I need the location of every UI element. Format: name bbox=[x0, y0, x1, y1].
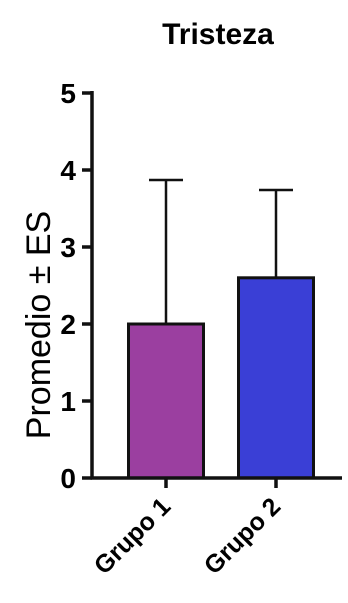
y-tick-label-3: 3 bbox=[60, 232, 76, 263]
y-tick-label-0: 0 bbox=[60, 463, 76, 494]
bar-2 bbox=[237, 276, 315, 480]
x-tick-label-2: Grupo 2 bbox=[199, 492, 287, 580]
y-axis-label: Promedio ± ES bbox=[20, 211, 58, 439]
y-tick-label-1: 1 bbox=[60, 386, 76, 417]
y-tick-label-5: 5 bbox=[60, 78, 76, 109]
y-tick-label-2: 2 bbox=[60, 309, 76, 340]
y-tick-label-4: 4 bbox=[60, 155, 76, 186]
bar-1 bbox=[127, 322, 205, 480]
chart-title: Tristeza bbox=[162, 18, 274, 51]
x-tick-label-1: Grupo 1 bbox=[89, 492, 177, 580]
plot-area: 0 1 2 3 4 5 Grupo 1 Grupo 2 bbox=[60, 78, 342, 580]
